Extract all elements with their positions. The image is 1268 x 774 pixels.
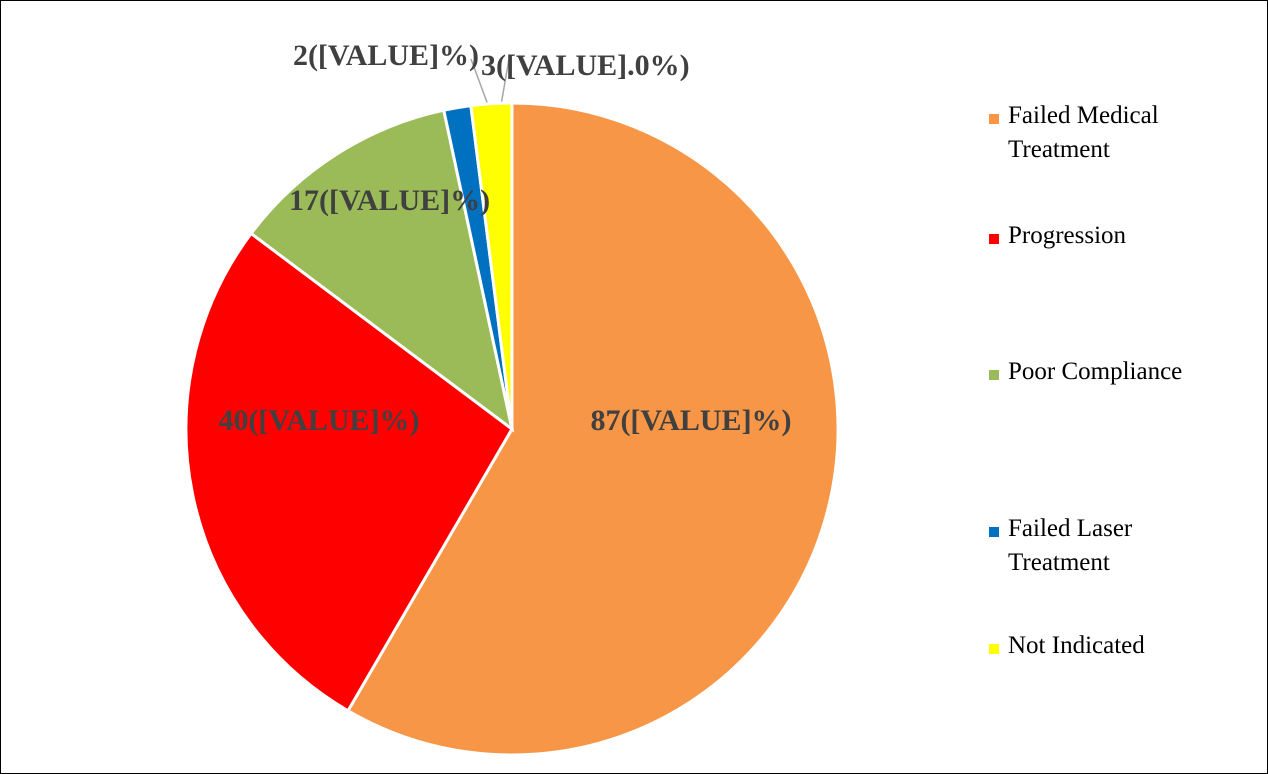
legend-label: Failed Laser Treatment — [1008, 515, 1133, 576]
data-label: 2([VALUE]%) — [292, 39, 480, 72]
legend-marker — [989, 114, 999, 124]
pie-slice — [249, 108, 515, 433]
legend-marker — [989, 644, 999, 654]
legend-label: Not Indicated — [1008, 632, 1145, 659]
legend-label: Progression — [1008, 222, 1127, 249]
legend-label: Poor Compliance — [1008, 358, 1183, 385]
leader-line — [470, 58, 489, 106]
legend-label: Failed Medical Treatment — [1008, 102, 1159, 163]
pie-slice — [469, 101, 514, 430]
pie-slice — [345, 101, 840, 757]
legend-marker — [989, 370, 999, 380]
leader-line — [500, 58, 510, 106]
data-label: 40([VALUE]%) — [218, 404, 420, 437]
pie-slice — [184, 231, 514, 713]
legend-marker — [989, 527, 999, 537]
data-label: 17([VALUE]%) — [289, 184, 491, 217]
data-label: 3([VALUE].0%) — [481, 49, 690, 82]
legend-marker — [989, 234, 999, 244]
data-label: 87([VALUE]%) — [590, 404, 792, 437]
